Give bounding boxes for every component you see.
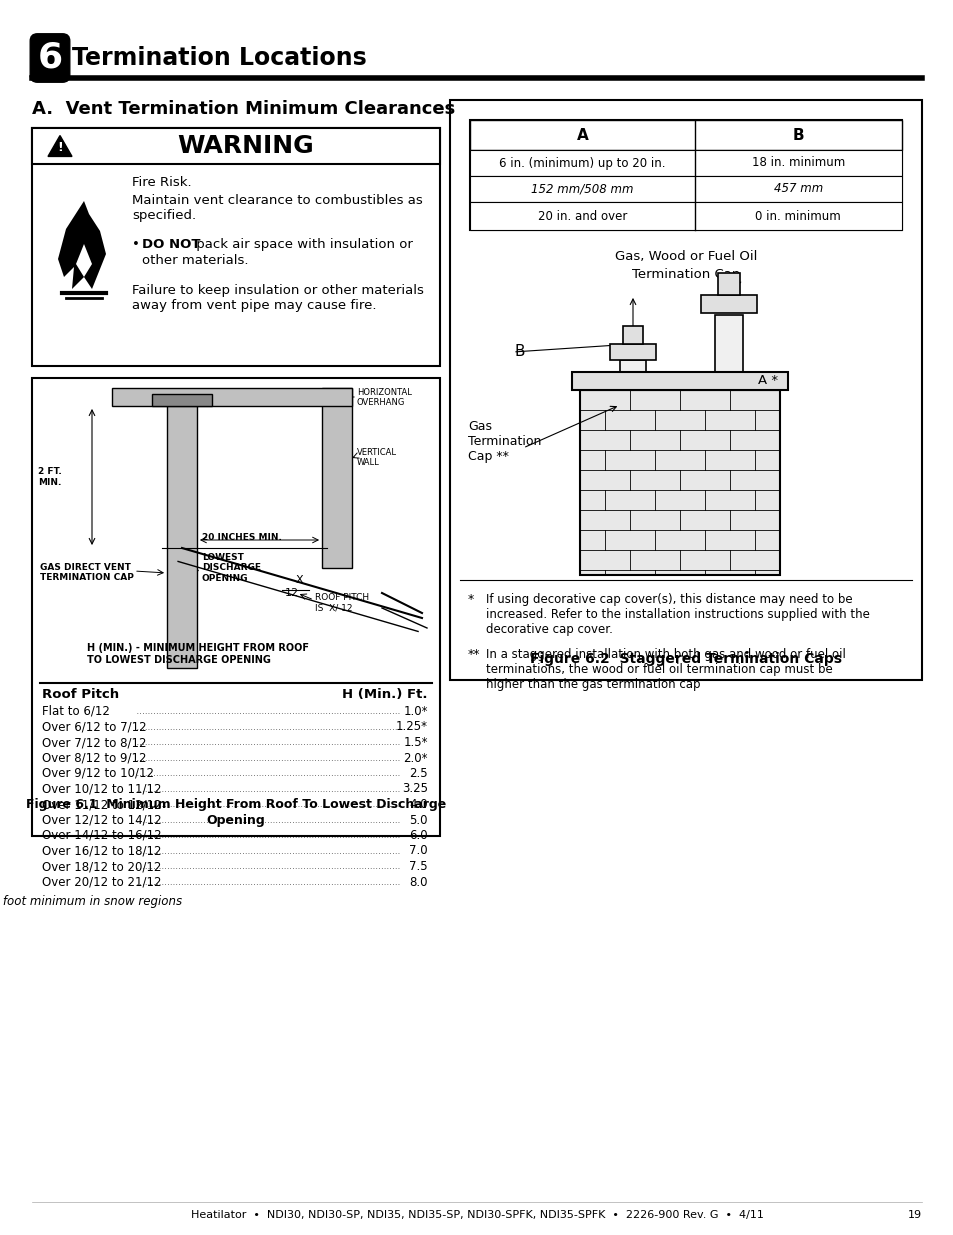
Bar	[579, 390, 780, 576]
Text: 3.25: 3.25	[401, 783, 428, 795]
Text: 4.0: 4.0	[409, 798, 428, 811]
Text: HORIZONTAL
OVERHANG: HORIZONTAL OVERHANG	[356, 388, 412, 408]
Text: 2.5: 2.5	[409, 767, 428, 781]
Text: * 3 foot minimum in snow regions: * 3 foot minimum in snow regions	[0, 895, 182, 908]
Text: GAS DIRECT VENT
TERMINATION CAP: GAS DIRECT VENT TERMINATION CAP	[40, 563, 133, 583]
Text: LOWEST
DISCHARGE
OPENING: LOWEST DISCHARGE OPENING	[202, 553, 261, 583]
Bar	[152, 394, 212, 406]
Text: Over 11/12 to 12/12: Over 11/12 to 12/12	[42, 798, 161, 811]
Text: 18 in. minimum: 18 in. minimum	[751, 157, 844, 169]
Text: 7.5: 7.5	[409, 860, 428, 873]
Text: !: !	[57, 141, 63, 153]
Text: Flat to 6/12: Flat to 6/12	[42, 705, 110, 718]
Text: 5.0: 5.0	[409, 814, 428, 826]
Text: 19: 19	[907, 1210, 921, 1220]
Bar	[470, 149, 901, 177]
Text: Heatilator  •  NDI30, NDI30-SP, NDI35, NDI35-SP, NDI30-SPFK, NDI35-SPFK  •  2226: Heatilator • NDI30, NDI30-SP, NDI35, NDI…	[191, 1210, 762, 1220]
Text: Over 8/12 to 9/12: Over 8/12 to 9/12	[42, 752, 147, 764]
Text: pack air space with insulation or: pack air space with insulation or	[192, 238, 413, 251]
Text: A.  Vent Termination Minimum Clearances: A. Vent Termination Minimum Clearances	[32, 100, 455, 119]
Text: 457 mm: 457 mm	[773, 183, 822, 195]
Text: Opening: Opening	[207, 814, 265, 827]
Bar	[32, 128, 439, 366]
Text: Over 6/12 to 7/12: Over 6/12 to 7/12	[42, 720, 147, 734]
Bar	[322, 388, 352, 568]
Text: Over 14/12 to 16/12: Over 14/12 to 16/12	[42, 829, 161, 842]
Polygon shape	[58, 201, 106, 289]
Bar	[714, 315, 742, 372]
Text: 6: 6	[37, 41, 63, 75]
Bar	[718, 273, 740, 295]
Text: Gas, Wood or Fuel Oil: Gas, Wood or Fuel Oil	[614, 249, 757, 263]
Text: VERTICAL
WALL: VERTICAL WALL	[356, 448, 396, 467]
Text: Gas
Termination
Cap **: Gas Termination Cap **	[468, 420, 540, 463]
Bar	[609, 345, 656, 359]
Text: 20 INCHES MIN.: 20 INCHES MIN.	[202, 534, 281, 542]
Text: 1.5*: 1.5*	[403, 736, 428, 748]
Text: B: B	[515, 345, 525, 359]
Bar	[470, 120, 901, 149]
Text: 1.25*: 1.25*	[395, 720, 428, 734]
Bar	[622, 326, 642, 345]
Text: 8.0: 8.0	[409, 876, 428, 888]
Text: 20 in. and over: 20 in. and over	[537, 210, 626, 222]
Bar	[32, 378, 439, 836]
Text: Fire Risk.: Fire Risk.	[132, 177, 192, 189]
Text: X: X	[294, 576, 302, 585]
Polygon shape	[76, 245, 91, 277]
Text: other materials.: other materials.	[142, 254, 248, 267]
Text: 152 mm/508 mm: 152 mm/508 mm	[531, 183, 633, 195]
Text: 2.0*: 2.0*	[403, 752, 428, 764]
Text: Figure 6.1  Minimum Height From Roof To Lowest Discharge: Figure 6.1 Minimum Height From Roof To L…	[26, 798, 446, 811]
Text: B: B	[792, 127, 803, 142]
Bar	[470, 120, 901, 230]
Text: Termination Locations: Termination Locations	[71, 46, 366, 70]
Bar	[619, 359, 645, 372]
Text: Over 18/12 to 20/12: Over 18/12 to 20/12	[42, 860, 161, 873]
Text: 2 FT.
MIN.: 2 FT. MIN.	[38, 467, 62, 487]
Text: If using decorative cap cover(s), this distance may need to be
increased. Refer : If using decorative cap cover(s), this d…	[485, 593, 869, 636]
Text: •: •	[132, 238, 144, 251]
Text: 6.0: 6.0	[409, 829, 428, 842]
Text: Over 10/12 to 11/12: Over 10/12 to 11/12	[42, 783, 161, 795]
Text: ROOF PITCH
IS  X/ 12: ROOF PITCH IS X/ 12	[314, 593, 369, 613]
Text: Maintain vent clearance to combustibles as
specified.: Maintain vent clearance to combustibles …	[132, 194, 422, 222]
Text: H (Min.) Ft.: H (Min.) Ft.	[342, 688, 428, 701]
Text: In a staggered installation with both gas and wood or fuel oil
terminations, the: In a staggered installation with both ga…	[485, 648, 845, 692]
Text: Failure to keep insulation or other materials
away from vent pipe may cause fire: Failure to keep insulation or other mate…	[132, 284, 423, 312]
Bar	[450, 100, 921, 680]
Text: A *: A *	[758, 373, 778, 387]
Bar	[700, 295, 757, 312]
Bar	[32, 128, 439, 164]
Text: Over 12/12 to 14/12: Over 12/12 to 14/12	[42, 814, 161, 826]
Text: Over 16/12 to 18/12: Over 16/12 to 18/12	[42, 845, 161, 857]
Text: Termination Cap: Termination Cap	[631, 268, 740, 282]
Text: H (MIN.) - MINIMUM HEIGHT FROM ROOF
TO LOWEST DISCHARGE OPENING: H (MIN.) - MINIMUM HEIGHT FROM ROOF TO L…	[87, 643, 309, 664]
Bar	[167, 406, 196, 668]
Text: Over 20/12 to 21/12: Over 20/12 to 21/12	[42, 876, 161, 888]
Bar	[470, 177, 901, 203]
Text: 1.0*: 1.0*	[403, 705, 428, 718]
Bar	[112, 388, 352, 406]
Bar	[572, 372, 787, 390]
Text: DO NOT: DO NOT	[142, 238, 200, 251]
Text: Over 7/12 to 8/12: Over 7/12 to 8/12	[42, 736, 147, 748]
Text: A: A	[576, 127, 588, 142]
Text: Over 9/12 to 10/12: Over 9/12 to 10/12	[42, 767, 153, 781]
Text: 7.0: 7.0	[409, 845, 428, 857]
Polygon shape	[48, 136, 71, 157]
Text: 6 in. (minimum) up to 20 in.: 6 in. (minimum) up to 20 in.	[498, 157, 665, 169]
Text: Roof Pitch: Roof Pitch	[42, 688, 119, 701]
Bar	[470, 203, 901, 230]
Text: **: **	[468, 648, 480, 661]
Text: *: *	[468, 593, 474, 606]
Text: Figure 6.2  Staggered Termination Caps: Figure 6.2 Staggered Termination Caps	[530, 652, 841, 666]
Text: 0 in. minimum: 0 in. minimum	[755, 210, 841, 222]
Text: 12: 12	[285, 588, 298, 598]
Text: WARNING: WARNING	[177, 135, 314, 158]
